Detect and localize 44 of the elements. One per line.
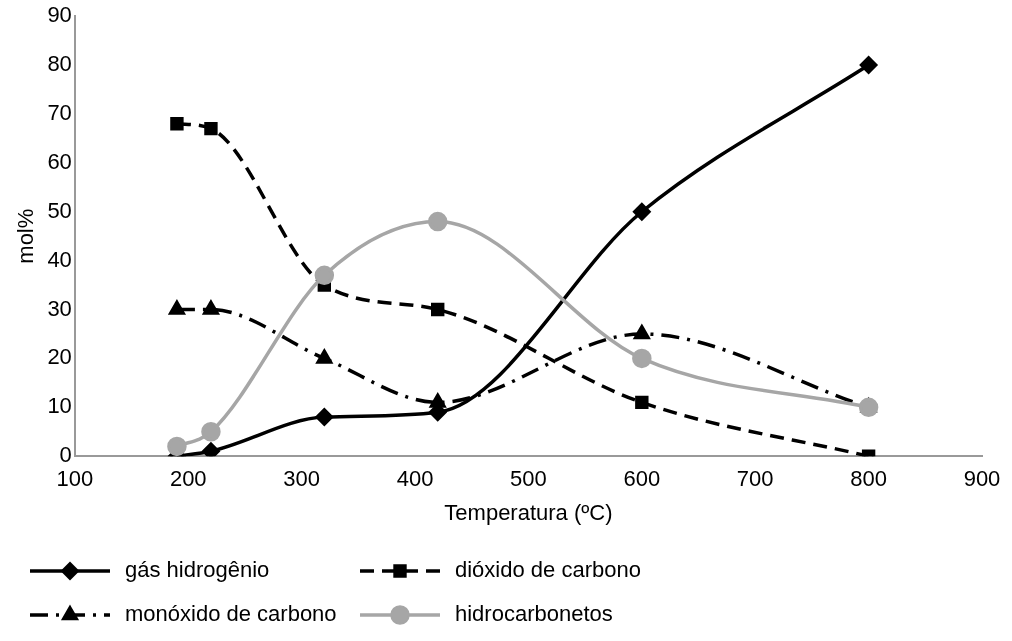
point [201, 422, 221, 442]
point [427, 211, 448, 232]
point [167, 436, 187, 457]
legend-label: dióxido de carbono [455, 557, 641, 583]
point [429, 393, 446, 408]
y-tick-label: 50 [47, 197, 72, 223]
x-axis-title: Temperatura (ºC) [444, 499, 613, 525]
y-tick-label: 70 [47, 100, 72, 126]
point [633, 203, 651, 221]
x-tick-label: 800 [850, 466, 887, 492]
y-tick-label: 90 [47, 2, 72, 28]
point [203, 300, 219, 315]
y-tick-label: 80 [47, 51, 72, 77]
point [634, 325, 650, 340]
point [315, 408, 334, 426]
x-tick-label: 400 [396, 466, 434, 492]
y-tick-label: 40 [47, 246, 72, 272]
point [204, 121, 218, 136]
y-tick-label: 20 [47, 344, 72, 370]
x-tick-label: 100 [56, 466, 94, 492]
x-tick-label: 200 [169, 466, 207, 492]
point [314, 265, 335, 286]
x-tick-label: 700 [736, 466, 774, 492]
y-tick-label: 0 [59, 442, 72, 468]
legend-label: monóxido de carbono [125, 601, 337, 627]
y-axis-title: mol% [13, 208, 39, 264]
point [431, 302, 445, 317]
x-tick-label: 600 [623, 466, 661, 492]
legend-label: gás hidrogênio [125, 557, 270, 583]
point [170, 117, 184, 131]
point [632, 348, 652, 369]
y-tick-label: 30 [47, 295, 72, 321]
y-tick-label: 60 [47, 148, 72, 174]
point [202, 442, 220, 457]
x-tick-label: 300 [283, 466, 321, 492]
point [635, 395, 649, 410]
legend-label: hidrocarbonetos [455, 601, 613, 627]
point [859, 56, 878, 74]
x-tick-label: 500 [510, 466, 547, 492]
point [169, 300, 185, 315]
y-tick-label: 10 [47, 393, 72, 419]
x-tick-label: 900 [963, 466, 1001, 492]
point [316, 349, 333, 364]
point [858, 397, 879, 418]
